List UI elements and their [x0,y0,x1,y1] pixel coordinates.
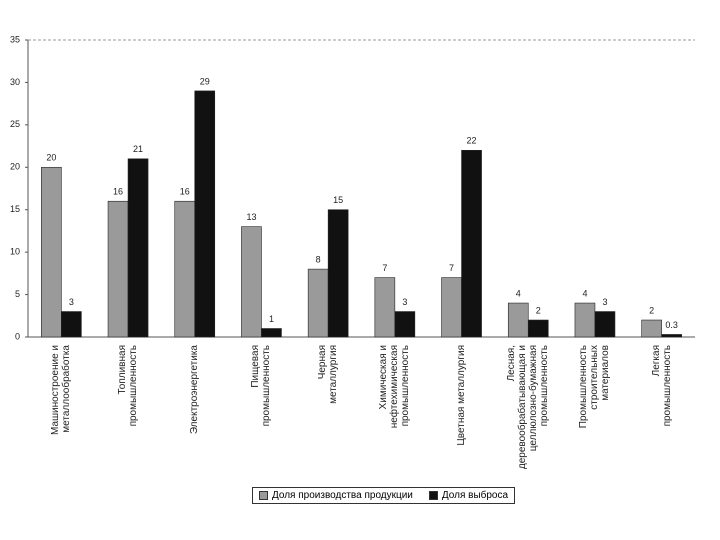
value-label: 2 [649,305,654,315]
value-label: 7 [449,263,454,273]
x-tick-label: Химическая и нефтехимическая промышленно… [378,345,412,429]
value-label: 8 [316,254,321,264]
y-tick-label: 5 [15,289,20,299]
x-tick-label: Цветная металлургия [456,345,468,446]
bar [594,311,616,338]
bar [307,268,329,338]
bar [574,302,596,338]
bar [174,200,196,338]
value-label: 16 [113,187,123,197]
legend-swatch [259,490,268,500]
value-label: 13 [246,212,256,222]
bar [507,302,529,338]
bar [241,226,262,338]
x-tick-label: Черная металлургия [317,345,340,404]
legend-label: Доля выброса [441,490,509,501]
bar [61,311,82,338]
value-label: 21 [133,144,143,154]
x-tick-label: Промышленность строительных материалов [578,345,612,429]
bar [661,334,682,338]
value-label: 29 [200,76,210,86]
y-tick-label: 25 [10,119,20,129]
bar [41,166,62,338]
value-label: 20 [46,153,56,163]
x-tick-label: Лесная, деревообрабатывающая и целлюлозн… [506,345,551,470]
legend-item: Доля производства продукции [259,490,413,501]
bar [441,277,462,338]
x-tick-label: Топливная промышленность [117,345,140,427]
value-label: 4 [516,288,521,298]
legend-swatch [428,490,438,500]
bar [261,328,282,338]
bar [394,311,416,338]
value-label: 16 [180,187,190,197]
value-label: 3 [602,297,607,307]
bar [127,158,149,338]
bar [641,319,662,338]
legend: Доля производства продукции Доля выброса [252,487,516,504]
value-label: 15 [333,195,343,205]
legend-item: Доля выброса [428,490,509,501]
x-tick-label: Легкая промышленность [650,345,673,427]
x-tick-label: Машиностроение и металлообработка [50,345,73,435]
value-label: 3 [402,297,407,307]
value-label: 3 [69,297,74,307]
bar [374,277,396,338]
y-tick-label: 15 [10,204,20,214]
value-label: 1 [269,314,274,324]
value-label: 22 [467,136,477,146]
bar [461,150,482,338]
value-label: 2 [536,305,541,315]
legend-label: Доля производства продукции [272,490,413,501]
value-label: 0.3 [665,320,678,330]
y-tick-label: 20 [10,162,20,172]
y-tick-label: 10 [10,247,20,257]
bar [527,319,549,338]
y-tick-label: 35 [10,34,20,44]
bar [107,200,129,338]
bar [194,90,216,338]
y-tick-label: 0 [15,331,20,341]
value-label: 7 [382,263,387,273]
y-tick-label: 30 [10,77,20,87]
x-tick-label: Пищевая промышленность [250,345,273,427]
x-tick-label: Электроэнергетика [189,345,201,435]
bar [327,209,349,338]
value-label: 4 [582,288,587,298]
